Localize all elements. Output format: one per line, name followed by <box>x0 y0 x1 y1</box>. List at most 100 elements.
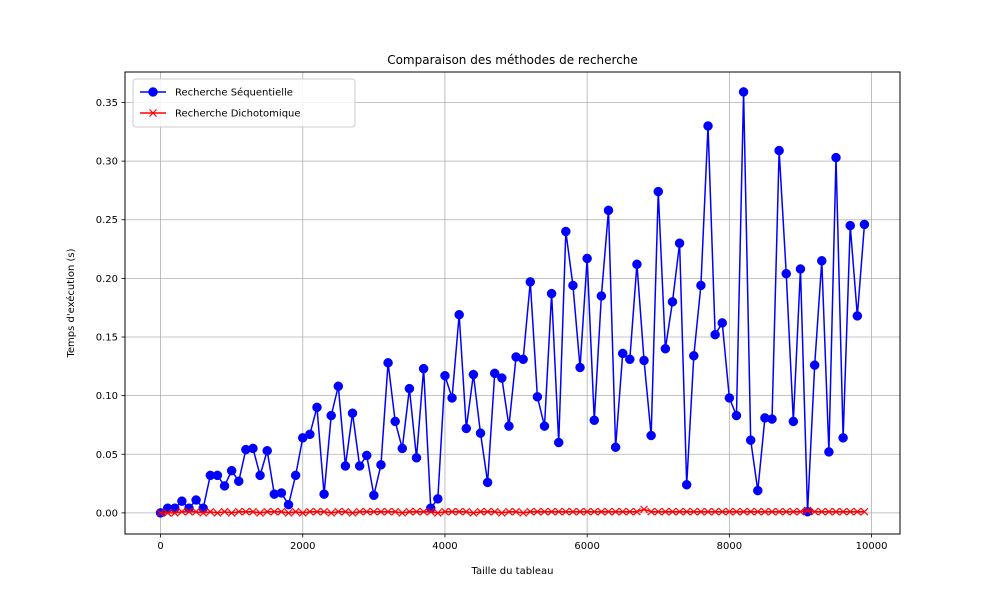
data-point <box>661 507 670 516</box>
data-point <box>596 291 607 301</box>
y-tick-label: 0.20 <box>96 274 118 285</box>
data-point <box>603 205 614 216</box>
data-point <box>540 507 549 516</box>
y-axis-label: Temps d'exécution (s) <box>65 248 77 358</box>
data-point <box>476 507 485 516</box>
data-point <box>809 360 820 370</box>
data-point <box>455 507 464 516</box>
series-dichotomic <box>156 505 869 517</box>
data-point <box>333 381 344 392</box>
data-point <box>568 280 578 291</box>
y-tick-label: 0.35 <box>96 98 118 109</box>
data-point <box>283 499 294 510</box>
data-point <box>845 220 855 231</box>
data-point <box>355 507 364 516</box>
data-point <box>219 481 230 491</box>
data-point <box>340 461 351 471</box>
data-point <box>674 238 685 248</box>
data-point <box>526 507 535 516</box>
x-tick-label: 6000 <box>574 541 599 552</box>
data-point <box>298 508 307 517</box>
data-point <box>255 470 265 481</box>
data-point <box>689 351 699 361</box>
data-point <box>177 507 186 516</box>
data-point <box>539 421 550 431</box>
data-point <box>418 363 429 374</box>
data-point <box>490 507 499 516</box>
data-point <box>681 480 692 490</box>
data-point <box>419 507 428 516</box>
data-point <box>191 495 201 505</box>
data-point <box>248 443 258 454</box>
y-tick-label: 0.30 <box>96 157 118 168</box>
axes-frame <box>124 71 901 535</box>
data-point <box>376 460 386 470</box>
data-point <box>711 507 720 516</box>
data-point <box>810 507 819 516</box>
data-point <box>369 490 379 501</box>
data-point <box>775 507 784 516</box>
data-point <box>249 507 257 516</box>
legend-marker <box>148 87 158 97</box>
data-point <box>803 506 812 515</box>
data-point <box>405 507 414 516</box>
data-point <box>604 507 613 516</box>
data-point <box>767 414 777 424</box>
legend-label: Recherche Séquentielle <box>175 87 293 99</box>
data-point <box>227 508 236 517</box>
data-point <box>860 507 869 516</box>
data-point <box>796 507 805 516</box>
data-point <box>832 507 840 516</box>
x-tick-label: 4000 <box>432 541 457 552</box>
data-point <box>469 508 478 517</box>
y-tick-label: 0.05 <box>96 450 118 461</box>
data-point <box>482 477 493 488</box>
data-point <box>220 507 229 516</box>
data-point <box>199 508 208 517</box>
data-point <box>270 507 279 516</box>
data-point <box>590 507 599 516</box>
data-point <box>640 505 648 514</box>
data-point <box>576 507 584 516</box>
data-point <box>426 507 435 516</box>
data-point <box>320 507 329 516</box>
data-point <box>696 280 706 291</box>
data-point <box>475 428 486 438</box>
data-point <box>610 442 621 452</box>
data-point <box>717 318 727 328</box>
data-point <box>241 507 250 516</box>
data-point <box>611 507 620 516</box>
data-point <box>277 507 286 516</box>
data-point <box>668 507 677 516</box>
data-point <box>305 507 314 516</box>
data-point <box>185 507 193 516</box>
data-point <box>618 507 627 516</box>
data-point <box>667 297 678 307</box>
data-point <box>824 507 833 516</box>
legend: Recherche Séquentielle Recherche Dichotom… <box>132 78 356 128</box>
data-point <box>497 508 506 517</box>
data-point <box>234 507 243 516</box>
data-point <box>725 507 734 516</box>
x-tick-label: 10000 <box>856 541 888 552</box>
data-point <box>361 450 372 461</box>
data-point <box>852 311 863 321</box>
data-point <box>170 503 180 513</box>
plot-series <box>155 87 870 518</box>
data-point <box>745 435 756 445</box>
data-point <box>512 507 520 516</box>
data-point <box>633 507 641 516</box>
data-point <box>838 433 848 443</box>
data-point <box>789 507 798 516</box>
data-point <box>746 507 755 516</box>
data-point <box>461 423 472 434</box>
data-point <box>198 503 208 513</box>
data-point <box>632 259 642 270</box>
data-point <box>412 507 421 516</box>
data-point <box>824 447 834 457</box>
data-point <box>569 507 577 516</box>
x-tick-label: 8000 <box>717 541 742 552</box>
data-point <box>462 507 471 516</box>
data-point <box>425 503 436 513</box>
